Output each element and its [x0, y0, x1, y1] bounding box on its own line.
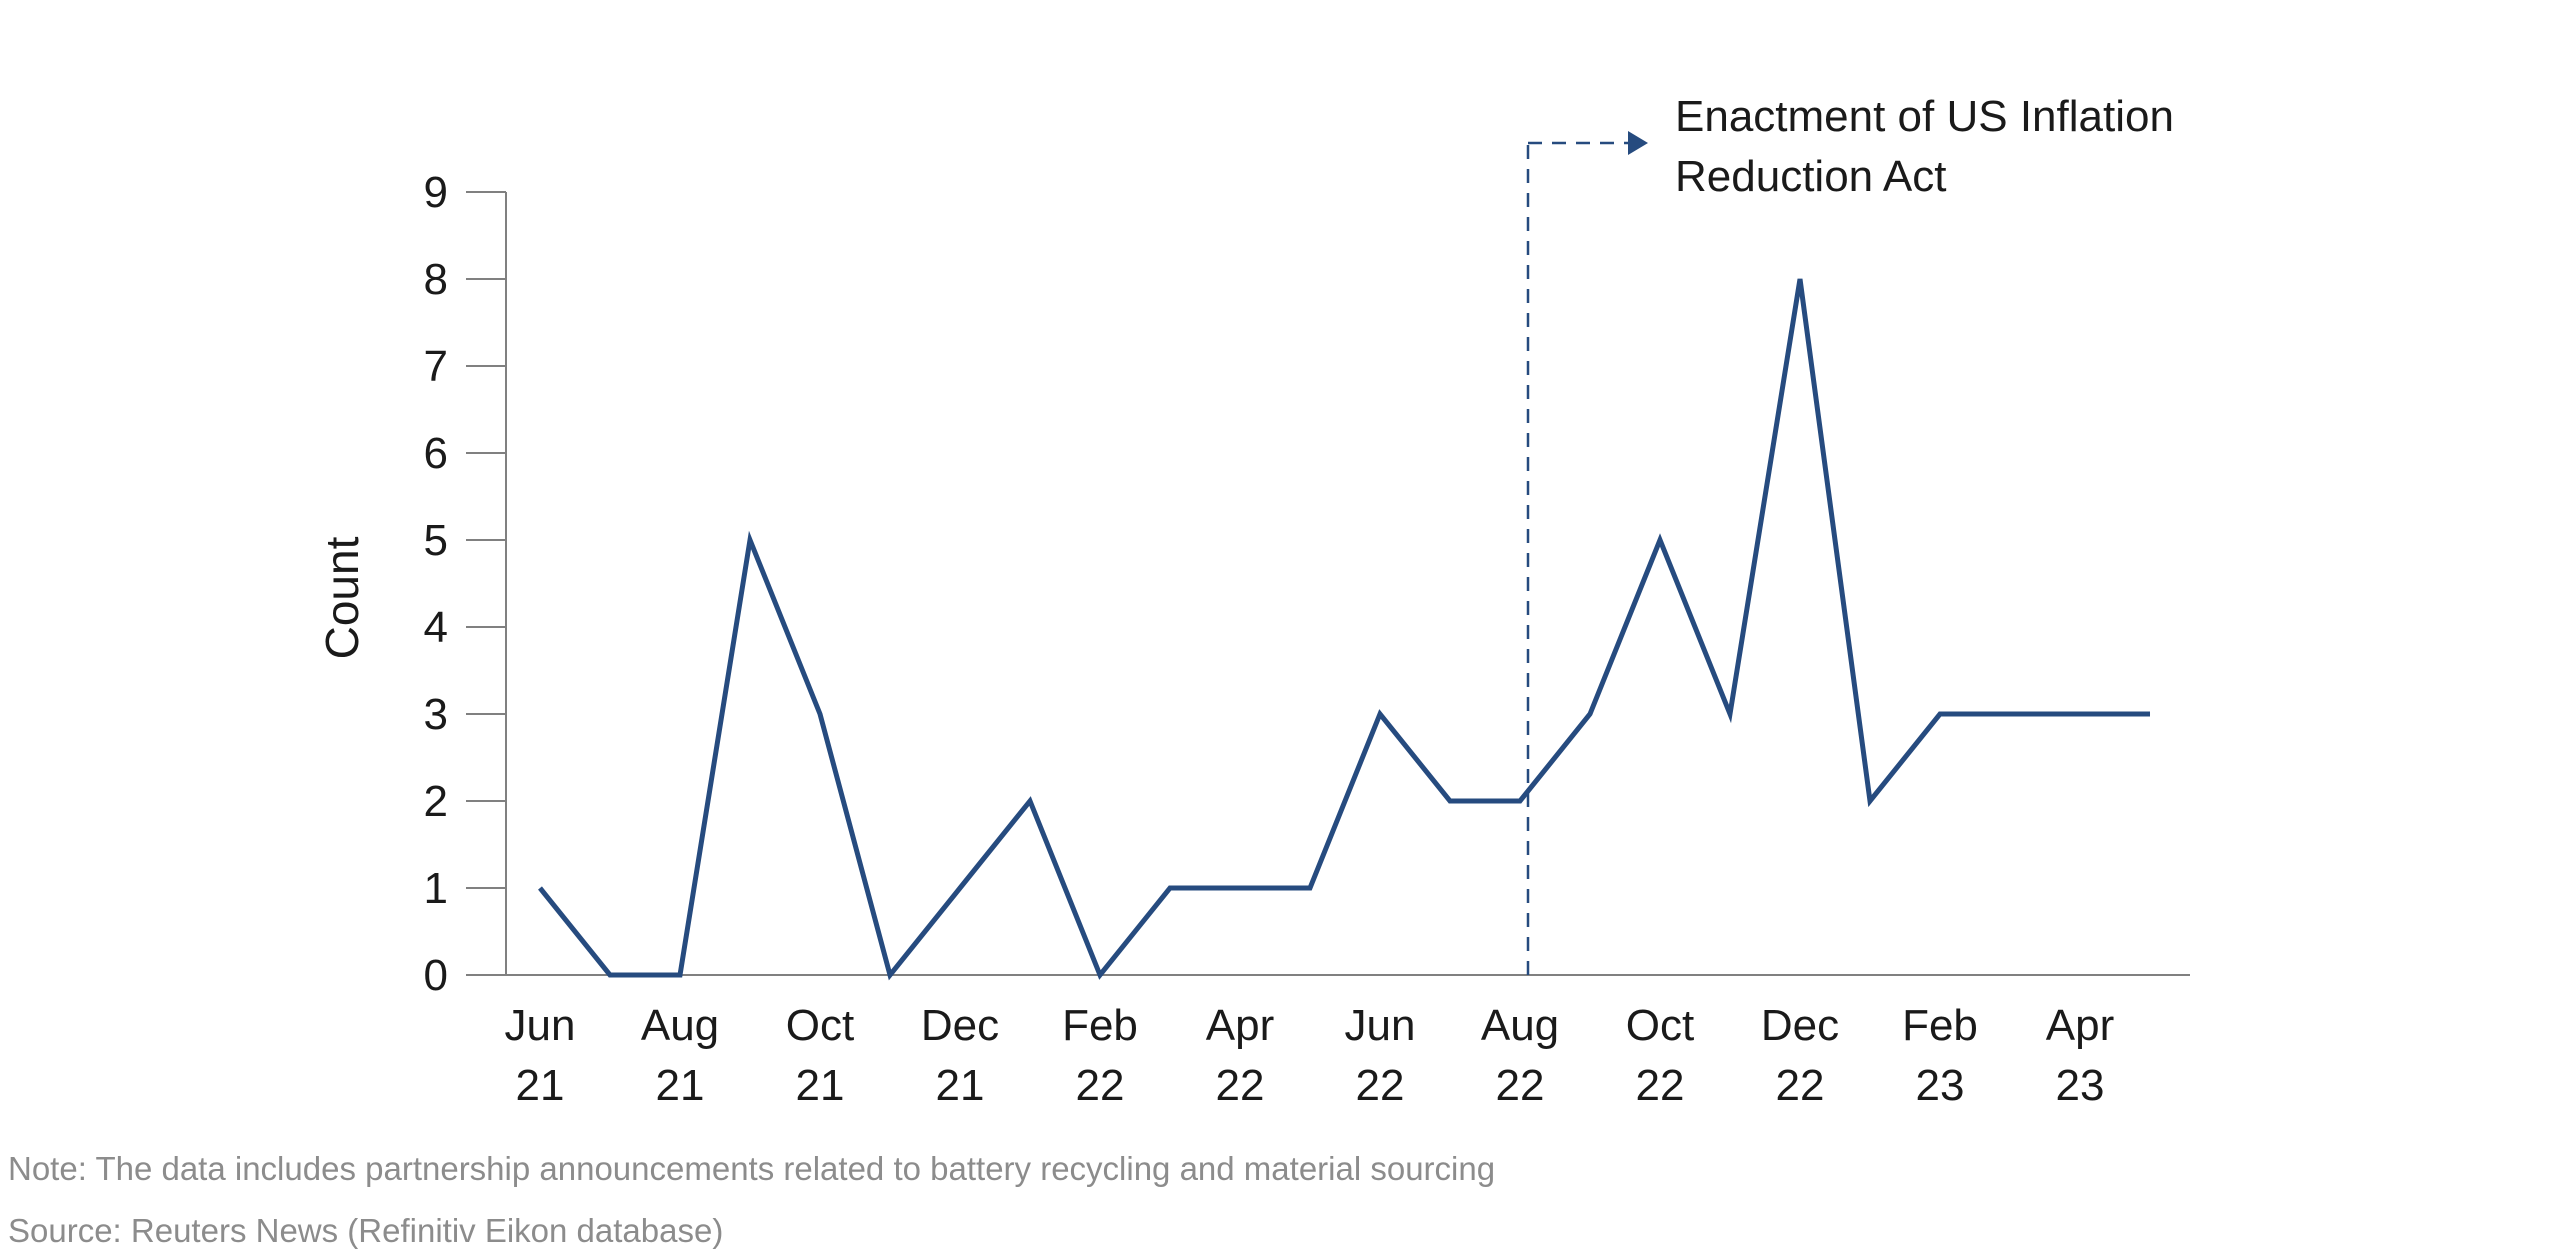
x-tick-month: Apr: [2046, 1001, 2114, 1050]
y-tick-label: 3: [424, 690, 448, 739]
y-tick-label: 8: [424, 255, 448, 304]
x-tick-label: Oct 21: [786, 1001, 854, 1110]
note-text: Note: The data includes partnership anno…: [8, 1150, 1496, 1187]
y-tick-label: 7: [424, 342, 448, 391]
x-tick-year: 22: [1216, 1061, 1265, 1110]
series-line: [538, 278, 2150, 981]
annotation: Enactment of US Inflation Reduction Act: [1526, 92, 2174, 975]
y-tick-label: 5: [424, 516, 448, 565]
x-tick-month: Feb: [1902, 1001, 1978, 1050]
x-tick-year: 22: [1356, 1061, 1405, 1110]
x-tick-label: Feb 22: [1062, 1001, 1138, 1110]
x-tick-label: Jun 21: [505, 1001, 576, 1110]
x-tick-label: Feb 23: [1902, 1001, 1978, 1110]
x-tick-year: 21: [796, 1061, 845, 1110]
x-tick-label: Aug 21: [641, 1001, 719, 1110]
x-tick-month: Oct: [786, 1001, 854, 1050]
x-tick-month: Oct: [1626, 1001, 1694, 1050]
x-tick-year: 21: [656, 1061, 705, 1110]
x-tick-month: Aug: [1481, 1001, 1559, 1050]
y-axis-ticks: 0 1 2 3 4 5 6 7 8 9: [424, 168, 506, 1000]
x-tick-year: 23: [2056, 1061, 2105, 1110]
annotation-text: Enactment of US Inflation: [1675, 92, 2174, 141]
x-tick-month: Dec: [1761, 1001, 1839, 1050]
annotation-arrowhead: [1628, 131, 1648, 155]
x-tick-year: 22: [1496, 1061, 1545, 1110]
x-tick-month: Apr: [1206, 1001, 1274, 1050]
x-tick-month: Dec: [921, 1001, 999, 1050]
y-tick-label: 0: [424, 951, 448, 1000]
x-tick-label: Oct 22: [1626, 1001, 1694, 1110]
x-tick-label: Dec 21: [921, 1001, 999, 1110]
x-axis-ticks: Jun 21 Aug 21 Oct 21 Dec 21 Feb 22 Apr 22 Jun 22 Aug 22…: [505, 1001, 2115, 1110]
y-axis-label: Count: [316, 536, 368, 659]
x-tick-year: 22: [1636, 1061, 1685, 1110]
x-tick-year: 21: [936, 1061, 985, 1110]
source-text: Source: Reuters News (Refinitiv Eikon da…: [8, 1212, 724, 1249]
x-tick-year: 21: [516, 1061, 565, 1110]
y-tick-label: 6: [424, 429, 448, 478]
series: [538, 278, 2151, 981]
annotation-text: Reduction Act: [1675, 152, 1947, 201]
x-tick-month: Feb: [1062, 1001, 1138, 1050]
y-tick-label: 4: [424, 603, 448, 652]
x-tick-label: Jun 22: [1345, 1001, 1416, 1110]
x-tick-label: Apr 23: [2046, 1001, 2114, 1110]
x-tick-label: Dec 22: [1761, 1001, 1839, 1110]
x-tick-month: Jun: [1345, 1001, 1416, 1050]
x-tick-year: 22: [1776, 1061, 1825, 1110]
y-tick-label: 9: [424, 168, 448, 217]
y-tick-label: 1: [424, 864, 448, 913]
x-tick-year: 23: [1916, 1061, 1965, 1110]
y-tick-label: 2: [424, 777, 448, 826]
axes: [505, 192, 2190, 976]
x-tick-month: Aug: [641, 1001, 719, 1050]
x-tick-month: Jun: [505, 1001, 576, 1050]
x-tick-year: 22: [1076, 1061, 1125, 1110]
x-tick-label: Apr 22: [1206, 1001, 1274, 1110]
x-tick-label: Aug 22: [1481, 1001, 1559, 1110]
